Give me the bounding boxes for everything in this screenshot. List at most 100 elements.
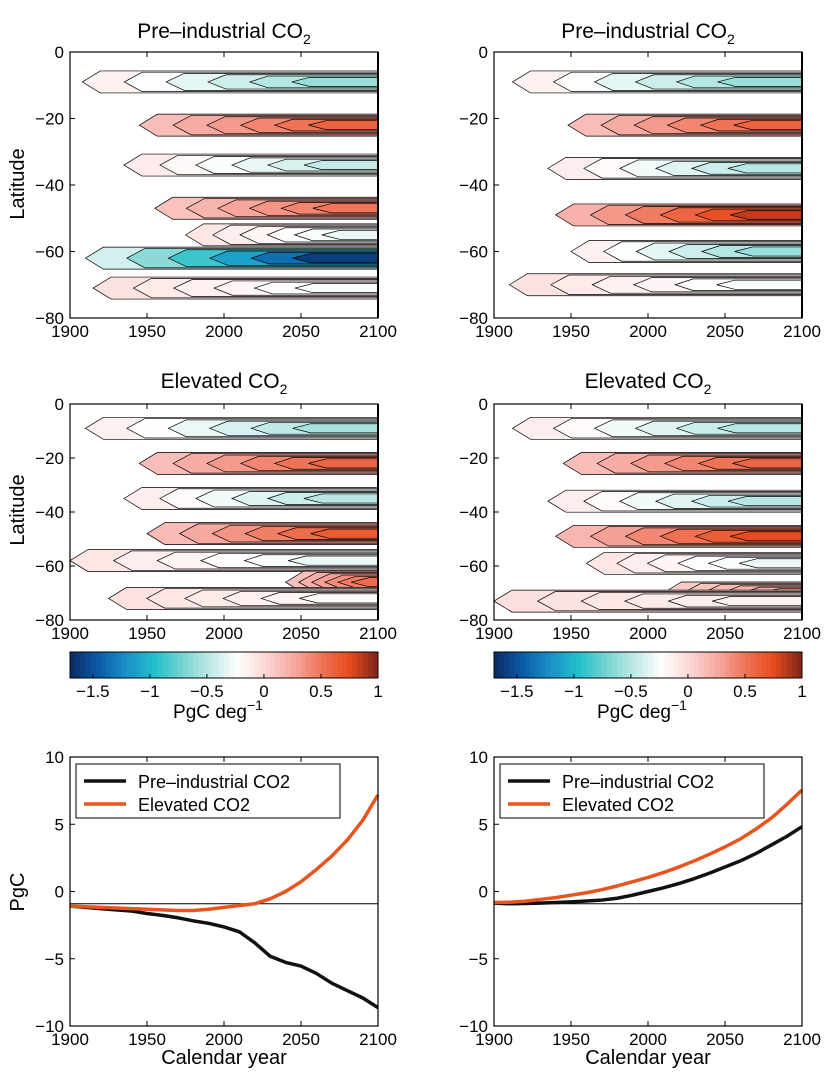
x-tick-label: 2000 bbox=[205, 624, 243, 643]
colorbar-swatch bbox=[504, 652, 510, 678]
x-axis-label: Calendar year bbox=[161, 1047, 287, 1069]
colorbar-swatch bbox=[653, 652, 659, 678]
y-tick-label: −80 bbox=[459, 309, 488, 328]
x-tick-label: 2100 bbox=[359, 624, 397, 643]
colorbar-tick-label: −0.5 bbox=[614, 682, 648, 701]
colorbar-swatch bbox=[352, 652, 358, 678]
contour-band-0-level-5 bbox=[292, 423, 379, 434]
x-tick-label: 2100 bbox=[783, 624, 821, 643]
colorbar-tick-label: 0 bbox=[683, 682, 692, 701]
y-tick-label: 0 bbox=[479, 43, 488, 62]
colorbar-tick-label: 0.5 bbox=[733, 682, 757, 701]
legend-label-1: Elevated CO2 bbox=[138, 795, 250, 815]
colorbar-swatch bbox=[234, 652, 240, 678]
colorbar-tick-label: −1 bbox=[140, 682, 159, 701]
x-tick-label: 2050 bbox=[282, 624, 320, 643]
colorbar-frame bbox=[493, 651, 803, 679]
y-tick-label: 10 bbox=[45, 748, 64, 767]
colorbar-tick-label: 1 bbox=[797, 682, 806, 701]
title-subscript: 2 bbox=[704, 381, 712, 397]
colorbar-swatch bbox=[306, 652, 312, 678]
y-tick-label: −40 bbox=[35, 176, 64, 195]
panel-middle-right: Elevated CO2 1900 1950 2000 2050 2100 0 −20 −40 −… bbox=[459, 370, 821, 723]
panel-bottom-right: Pre–industrial CO2 Elevated CO2 Calendar y… bbox=[459, 748, 821, 1069]
colorbar-swatch bbox=[198, 652, 204, 678]
colorbar-swatch bbox=[357, 652, 364, 678]
x-tick-label: 1950 bbox=[128, 1030, 166, 1049]
y-tick-label: −20 bbox=[459, 110, 488, 129]
colorbar-swatch bbox=[776, 652, 782, 678]
colorbar-swatch bbox=[239, 652, 246, 678]
x-tick-label: 1900 bbox=[51, 1030, 89, 1049]
colorbar-swatch bbox=[730, 652, 736, 678]
colorbar-swatch bbox=[514, 652, 521, 678]
legend-label-1: Elevated CO2 bbox=[562, 795, 674, 815]
colorbar-swatch bbox=[136, 652, 143, 678]
colorbar-swatch bbox=[116, 652, 122, 678]
colorbar-swatch bbox=[244, 652, 251, 678]
y-axis-label: Latitude bbox=[7, 474, 29, 545]
y-tick-label: −60 bbox=[459, 243, 488, 262]
x-tick-label: 2000 bbox=[629, 624, 667, 643]
legend-label-0: Pre–industrial CO2 bbox=[138, 772, 290, 792]
contour-field bbox=[508, 70, 803, 297]
colorbar-swatch bbox=[285, 652, 292, 678]
colorbar-swatch bbox=[694, 652, 700, 678]
x-axis-label: Calendar year bbox=[585, 1047, 711, 1069]
colorbar-swatch bbox=[270, 652, 276, 678]
colorbar-swatch bbox=[545, 652, 551, 678]
colorbar-swatch bbox=[725, 652, 731, 678]
panel-middle-left: Elevated CO2 1900 1950 2000 2050 2100 0 −20 −40 −… bbox=[7, 370, 397, 723]
series-line-0 bbox=[493, 825, 803, 906]
colorbar-swatch bbox=[796, 652, 803, 678]
y-tick-label: −40 bbox=[35, 503, 64, 522]
colorbar-swatch bbox=[550, 652, 557, 678]
panel-bottom-left: Pre–industrial CO2 Elevated CO2 Calendar y… bbox=[7, 748, 397, 1069]
colorbar-swatch bbox=[612, 652, 618, 678]
colorbar-swatch bbox=[188, 652, 194, 678]
x-tick-label: 2100 bbox=[783, 1030, 821, 1049]
colorbar-swatch bbox=[642, 652, 649, 678]
y-tick-label: −60 bbox=[35, 243, 64, 262]
contour-band-5-level-5 bbox=[292, 253, 379, 264]
panel-title: Pre–industrial CO2 bbox=[137, 20, 311, 47]
y-tick-label: 5 bbox=[479, 815, 488, 834]
x-tick-label: 1900 bbox=[475, 1030, 513, 1049]
colorbar-swatch bbox=[627, 652, 634, 678]
colorbar-swatch bbox=[745, 652, 752, 678]
colorbar-swatch bbox=[95, 652, 102, 678]
x-tick-label: 2100 bbox=[359, 1030, 397, 1049]
colorbar-tick-label: 0.5 bbox=[309, 682, 333, 701]
colorbar-swatch bbox=[111, 652, 117, 678]
colorbar-tick-label: −1 bbox=[564, 682, 583, 701]
y-tick-label: 0 bbox=[479, 395, 488, 414]
colorbar-swatch bbox=[648, 652, 654, 678]
series-line-1 bbox=[493, 788, 804, 905]
colorbar-swatch bbox=[740, 652, 747, 678]
contour-band-6-level-5 bbox=[712, 596, 803, 607]
colorbar-swatch bbox=[121, 652, 127, 678]
colorbar-swatch bbox=[75, 652, 81, 678]
colorbar-swatch bbox=[280, 652, 287, 678]
colorbar-swatch bbox=[203, 652, 210, 678]
colorbar-swatch bbox=[147, 652, 153, 678]
y-tick-label: −10 bbox=[459, 1017, 488, 1036]
colorbar-swatch bbox=[509, 652, 516, 678]
series-line-1 bbox=[69, 794, 380, 913]
legend-box bbox=[75, 763, 341, 819]
colorbar-swatch bbox=[632, 652, 639, 678]
y-tick-label: −80 bbox=[459, 611, 488, 630]
x-tick-label: 1950 bbox=[552, 1030, 590, 1049]
colorbar-swatch bbox=[786, 652, 793, 678]
colorbar-swatch bbox=[131, 652, 138, 678]
colorbar-swatch bbox=[90, 652, 97, 678]
series-line-0 bbox=[69, 904, 379, 1010]
y-tick-label: −60 bbox=[35, 557, 64, 576]
x-tick-label: 1900 bbox=[51, 322, 89, 341]
colorbar-swatch bbox=[581, 652, 587, 678]
colorbar-swatch bbox=[519, 652, 526, 678]
colorbar-swatch bbox=[141, 652, 148, 678]
colorbar-swatch bbox=[709, 652, 716, 678]
